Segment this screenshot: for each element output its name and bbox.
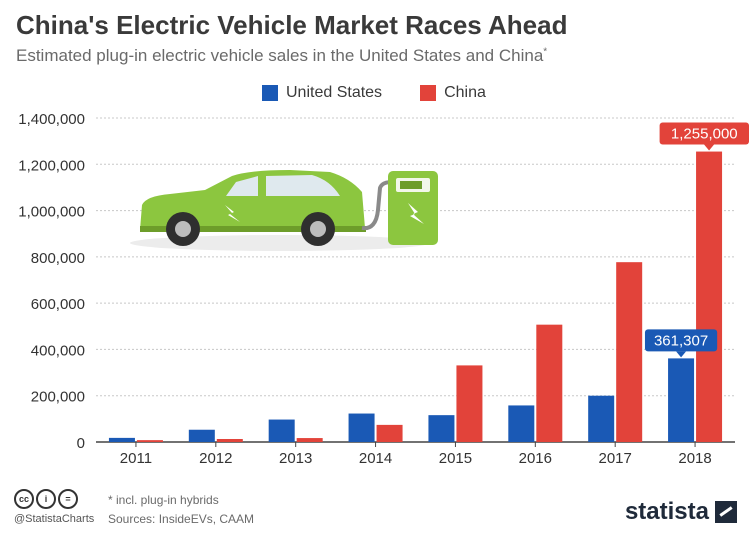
data-label-box <box>659 122 749 145</box>
data-label-box <box>644 329 718 352</box>
data-label: 1,255,000 <box>671 126 738 143</box>
electric-car-charging-icon <box>130 170 438 251</box>
legend-swatch-china <box>420 85 437 101</box>
y-tick-label: 400,000 <box>31 342 85 359</box>
x-tick-label: 2017 <box>599 450 632 467</box>
bar-china <box>296 438 323 442</box>
car-window-front <box>226 176 258 196</box>
footnote: * incl. plug-in hybrids <box>108 493 219 507</box>
data-label: 361,307 <box>654 332 708 349</box>
sources: Sources: InsideEVs, CAAM <box>108 512 255 526</box>
y-tick-label: 1,000,000 <box>18 204 85 221</box>
legend-item-us: United States <box>262 84 382 102</box>
chart-title: China's Electric Vehicle Market Races Ah… <box>16 10 568 40</box>
y-tick-label: 800,000 <box>31 250 85 267</box>
bar-china <box>376 424 403 442</box>
bar-china <box>696 151 723 443</box>
bar-china <box>616 262 643 442</box>
car-hubcap-front <box>175 221 191 237</box>
y-tick-label: 600,000 <box>31 296 85 313</box>
battery-level-icon <box>400 181 422 189</box>
bar-china <box>536 324 563 442</box>
bar-us <box>268 419 295 442</box>
x-tick-label: 2016 <box>519 450 552 467</box>
legend-item-china: China <box>420 84 486 102</box>
y-tick-label: 200,000 <box>31 389 85 406</box>
x-tick-label: 2011 <box>120 450 152 467</box>
bar-us <box>588 395 615 442</box>
car-skirt <box>140 226 366 232</box>
car-window-rear <box>266 175 340 196</box>
y-tick-label: 1,400,000 <box>18 111 85 128</box>
bar-us <box>188 429 215 442</box>
legend: United States China <box>262 84 516 102</box>
attribution-icon: i <box>36 489 56 509</box>
brand-logo: statista <box>625 498 737 526</box>
bar-us <box>508 405 535 442</box>
no-derivatives-icon: = <box>58 489 78 509</box>
x-tick-label: 2014 <box>359 450 392 467</box>
subtitle-footnote-mark: * <box>543 46 548 58</box>
social-handle: @StatistaCharts <box>14 513 95 525</box>
y-tick-label: 0 <box>77 435 85 452</box>
bar-us <box>428 415 455 442</box>
x-tick-label: 2012 <box>199 450 232 467</box>
x-tick-label: 2013 <box>279 450 312 467</box>
brand-name: statista <box>624 498 709 525</box>
charging-cable <box>361 180 393 231</box>
car-hubcap-rear <box>310 221 326 237</box>
legend-swatch-us <box>262 85 278 101</box>
y-tick-label: 1,200,000 <box>18 157 85 174</box>
chart-subtitle: Estimated plug-in electric vehicle sales… <box>16 46 547 66</box>
legend-label-china: China <box>444 84 486 101</box>
footer-notes: * incl. plug-in hybrids Sources: InsideE… <box>108 491 254 529</box>
bar-china <box>456 365 483 442</box>
bar-us <box>348 413 375 442</box>
bar-china <box>136 440 163 442</box>
x-tick-label: 2018 <box>678 450 711 467</box>
data-label-pointer <box>704 144 715 151</box>
data-label-pointer <box>676 351 687 358</box>
car-shadow <box>130 235 430 251</box>
station-lightning-icon <box>408 203 424 224</box>
bar-us <box>668 358 695 442</box>
x-tick-label: 2015 <box>439 450 472 467</box>
legend-label-us: United States <box>286 84 383 101</box>
car-lightning-icon <box>225 205 240 222</box>
subtitle-text: Estimated plug-in electric vehicle sales… <box>16 46 544 65</box>
bar-us <box>108 437 135 442</box>
creative-commons-icon: cc <box>14 489 34 509</box>
license-icons: cc i = <box>14 489 78 509</box>
bar-china <box>216 438 243 442</box>
statista-logo-icon <box>715 501 737 523</box>
